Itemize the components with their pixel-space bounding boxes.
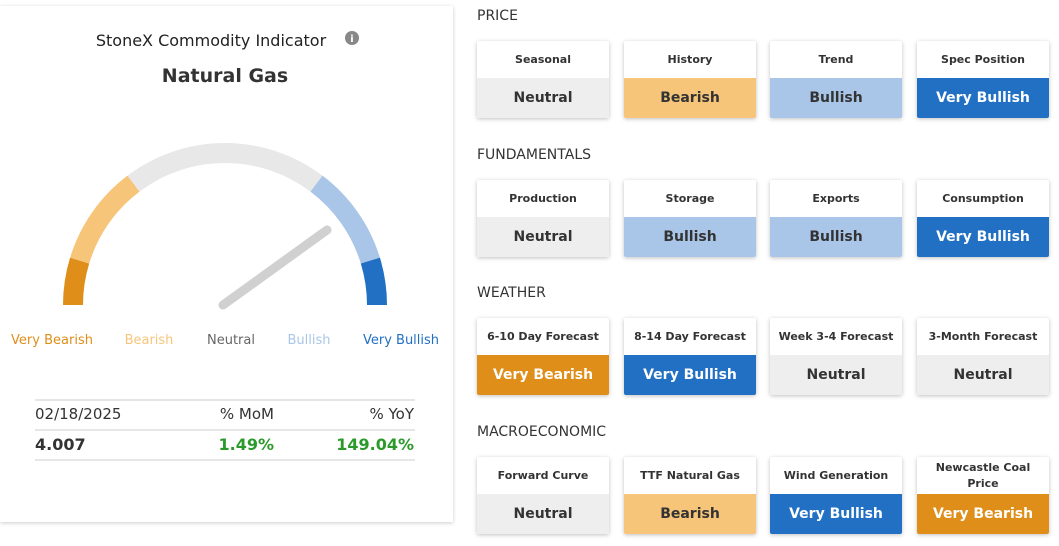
signal-card: Trend Bullish: [770, 41, 902, 118]
signal-card: 3-Month Forecast Neutral: [917, 318, 1049, 395]
mom-header: % MoM: [220, 405, 274, 423]
card-status: Neutral: [770, 355, 902, 395]
indicator-panel: StoneX Commodity Indicator i Natural Gas…: [0, 6, 453, 522]
card-label: 8-14 Day Forecast: [634, 329, 746, 343]
signal-card: Consumption Very Bullish: [917, 180, 1049, 257]
card-status: Very Bearish: [917, 494, 1049, 534]
card-status: Bearish: [624, 78, 756, 118]
gauge: [63, 143, 387, 306]
card-status: Neutral: [477, 217, 609, 257]
yoy-header: % YoY: [369, 405, 414, 423]
gauge-segment: [360, 257, 387, 306]
gauge-segment: [310, 175, 380, 264]
card-label: Spec Position: [941, 52, 1025, 66]
signal-card: 8-14 Day Forecast Very Bullish: [624, 318, 756, 395]
signal-card: Storage Bullish: [624, 180, 756, 257]
card-status: Bearish: [624, 494, 756, 534]
mom-value: 1.49%: [218, 435, 274, 454]
scale-label: Bearish: [125, 333, 174, 348]
card-label: Forward Curve: [497, 468, 589, 482]
card-status: Very Bullish: [917, 78, 1049, 118]
yoy-value: 149.04%: [336, 435, 414, 454]
section-title: FUNDAMENTALS: [477, 147, 592, 163]
info-icon-glyph: i: [350, 34, 353, 45]
card-label: Storage: [665, 191, 715, 205]
card-label: Consumption: [942, 191, 1024, 205]
date-header: 02/18/2025: [35, 405, 121, 423]
card-label: Newcastle Coal Price: [935, 460, 1031, 490]
card-label: Production: [509, 191, 577, 205]
scale-label: Bullish: [287, 333, 330, 348]
signal-card: Wind Generation Very Bullish: [770, 457, 902, 534]
card-status: Very Bullish: [624, 355, 756, 395]
card-status: Neutral: [917, 355, 1049, 395]
card-label: TTF Natural Gas: [640, 468, 740, 482]
card-label: Trend: [818, 52, 854, 66]
card-status: Bullish: [624, 217, 756, 257]
signal-card: TTF Natural Gas Bearish: [624, 457, 756, 534]
card-label: Week 3-4 Forecast: [778, 329, 894, 343]
signal-card: Exports Bullish: [770, 180, 902, 257]
section-title: PRICE: [477, 8, 518, 24]
signal-card: Newcastle Coal Price Very Bearish: [917, 457, 1049, 534]
section-title: MACROECONOMIC: [477, 424, 607, 440]
card-label: Seasonal: [515, 52, 571, 66]
card-status: Bullish: [770, 78, 902, 118]
gauge-needle: [218, 225, 332, 310]
card-label: 6-10 Day Forecast: [487, 329, 599, 343]
scale-label: Very Bullish: [363, 333, 439, 348]
section-title: WEATHER: [477, 285, 546, 301]
gauge-segment: [63, 257, 90, 306]
signal-card: Week 3-4 Forecast Neutral: [770, 318, 902, 395]
card-status: Very Bullish: [917, 217, 1049, 257]
gauge-segment: [127, 143, 323, 192]
card-status: Bullish: [770, 217, 902, 257]
signal-card: Forward Curve Neutral: [477, 457, 609, 534]
gauge-segment: [70, 175, 140, 264]
card-label: Wind Generation: [783, 468, 889, 482]
commodity-name: Natural Gas: [162, 65, 288, 87]
signal-card: Production Neutral: [477, 180, 609, 257]
indicator-title: StoneX Commodity Indicator: [96, 31, 327, 50]
price-value: 4.007: [35, 435, 86, 454]
gauge-panel: StoneX Commodity Indicator i Natural Gas…: [11, 31, 439, 461]
card-status: Very Bullish: [770, 494, 902, 534]
signal-card: 6-10 Day Forecast Very Bearish: [477, 318, 609, 395]
signal-card: Spec Position Very Bullish: [917, 41, 1049, 118]
scale-label: Very Bearish: [11, 333, 93, 348]
card-label: 3-Month Forecast: [928, 329, 1038, 343]
card-status: Neutral: [477, 78, 609, 118]
card-label: Exports: [812, 191, 860, 205]
card-status: Neutral: [477, 494, 609, 534]
signal-card: Seasonal Neutral: [477, 41, 609, 118]
card-status: Very Bearish: [477, 355, 609, 395]
signal-card: History Bearish: [624, 41, 756, 118]
scale-labels: Very Bearish Bearish Neutral Bullish Very Bu…: [11, 333, 439, 348]
info-icon[interactable]: [345, 31, 359, 45]
scale-label: Neutral: [207, 333, 255, 348]
card-label: History: [667, 52, 713, 66]
